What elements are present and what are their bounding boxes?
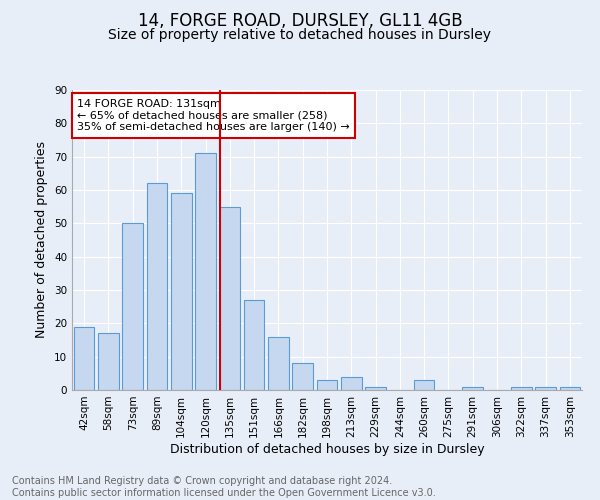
Bar: [365, 386, 386, 390]
Bar: [560, 386, 580, 390]
Text: 14 FORGE ROAD: 131sqm
← 65% of detached houses are smaller (258)
35% of semi-det: 14 FORGE ROAD: 131sqm ← 65% of detached …: [77, 99, 350, 132]
Bar: [341, 376, 362, 390]
Text: Contains HM Land Registry data © Crown copyright and database right 2024.
Contai: Contains HM Land Registry data © Crown c…: [12, 476, 436, 498]
Bar: [244, 300, 265, 390]
Bar: [317, 380, 337, 390]
Bar: [122, 224, 143, 390]
Bar: [74, 326, 94, 390]
Bar: [535, 386, 556, 390]
Bar: [268, 336, 289, 390]
Bar: [414, 380, 434, 390]
Text: 14, FORGE ROAD, DURSLEY, GL11 4GB: 14, FORGE ROAD, DURSLEY, GL11 4GB: [137, 12, 463, 30]
Bar: [195, 154, 216, 390]
Bar: [146, 184, 167, 390]
Bar: [463, 386, 483, 390]
Y-axis label: Number of detached properties: Number of detached properties: [35, 142, 49, 338]
Bar: [292, 364, 313, 390]
Bar: [220, 206, 240, 390]
Text: Size of property relative to detached houses in Dursley: Size of property relative to detached ho…: [109, 28, 491, 42]
Bar: [171, 194, 191, 390]
X-axis label: Distribution of detached houses by size in Dursley: Distribution of detached houses by size …: [170, 442, 484, 456]
Bar: [511, 386, 532, 390]
Bar: [98, 334, 119, 390]
